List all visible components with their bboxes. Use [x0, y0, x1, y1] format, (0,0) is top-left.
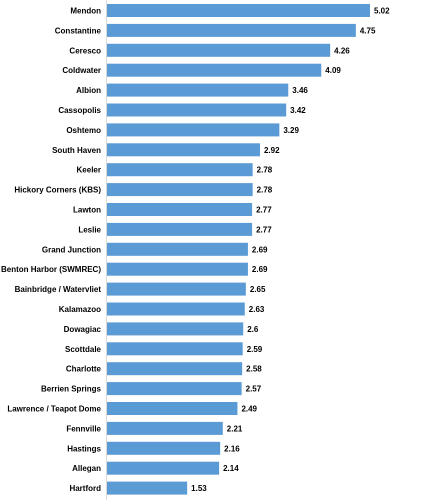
bar-0: [107, 4, 370, 17]
value-label-24: 1.53: [191, 484, 207, 493]
category-label-19: Berrien Springs: [41, 385, 102, 394]
value-label-18: 2.58: [246, 365, 262, 374]
category-label-8: Keeler: [77, 166, 101, 175]
value-label-22: 2.16: [224, 444, 240, 453]
value-label-5: 3.42: [290, 106, 306, 115]
bars-group: Mendon 5.02 Constantine 4.75 Ceresco 4.26 Cold…: [1, 4, 390, 495]
value-label-15: 2.63: [249, 305, 265, 314]
bar-10: [107, 203, 253, 216]
category-label-20: Lawrence / Teapot Dome: [7, 405, 101, 414]
bar-17: [107, 342, 243, 356]
value-label-19: 2.57: [246, 385, 262, 394]
value-label-7: 2.92: [264, 146, 280, 155]
bar-13: [107, 262, 248, 276]
category-label-12: Grand Junction: [42, 245, 101, 254]
value-label-10: 2.77: [256, 206, 272, 215]
bar-23: [107, 461, 220, 475]
value-label-9: 2.78: [257, 186, 273, 195]
bar-5: [107, 103, 287, 117]
category-label-4: Albion: [76, 86, 101, 95]
bar-21: [107, 421, 223, 435]
value-label-17: 2.59: [247, 345, 263, 354]
value-label-8: 2.78: [257, 166, 273, 175]
value-label-23: 2.14: [223, 464, 239, 473]
category-label-22: Hastings: [67, 444, 101, 453]
value-label-4: 3.46: [292, 86, 308, 95]
bar-11: [107, 222, 253, 236]
bar-15: [107, 302, 245, 316]
category-label-0: Mendon: [70, 7, 101, 16]
value-label-3: 4.09: [325, 66, 341, 75]
category-label-15: Kalamazoo: [59, 305, 101, 314]
category-label-2: Ceresco: [69, 46, 101, 55]
value-label-12: 2.69: [252, 245, 268, 254]
category-label-6: Oshtemo: [66, 126, 101, 135]
value-label-21: 2.21: [227, 424, 243, 433]
category-label-9: Hickory Corners (KBS): [14, 186, 101, 195]
value-label-2: 4.26: [334, 46, 350, 55]
category-label-17: Scottdale: [65, 345, 102, 354]
bar-4: [107, 83, 289, 97]
bar-2: [107, 43, 331, 57]
bar-6: [107, 123, 280, 137]
category-label-11: Leslie: [78, 225, 101, 234]
bar-7: [107, 143, 260, 157]
category-label-13: Benton Harbor (SWMREC): [1, 265, 101, 274]
value-label-13: 2.69: [252, 265, 268, 274]
bar-16: [107, 322, 244, 336]
value-label-16: 2.6: [247, 325, 259, 334]
bar-22: [107, 441, 221, 455]
value-label-14: 2.65: [250, 285, 266, 294]
bar-20: [107, 402, 238, 415]
category-label-5: Cassopolis: [58, 106, 101, 115]
category-label-10: Lawton: [73, 206, 101, 215]
value-label-0: 5.02: [374, 7, 390, 16]
bar-12: [107, 242, 248, 256]
category-label-24: Hartford: [69, 484, 101, 493]
bar-9: [107, 183, 253, 197]
category-label-18: Charlotte: [66, 365, 102, 374]
bar-18: [107, 362, 243, 376]
bar-24: [107, 481, 188, 495]
category-label-14: Bainbridge / Watervliet: [15, 285, 102, 294]
value-label-1: 4.75: [360, 26, 376, 35]
category-label-3: Coldwater: [62, 66, 101, 75]
category-label-23: Allegan: [72, 464, 101, 473]
bar-3: [107, 63, 322, 77]
category-label-1: Constantine: [55, 26, 102, 35]
bar-19: [107, 382, 242, 396]
category-label-21: Fennville: [66, 424, 101, 433]
category-label-16: Dowagiac: [64, 325, 102, 334]
bar-14: [107, 282, 246, 296]
value-label-6: 3.29: [283, 126, 299, 135]
value-label-20: 2.49: [241, 405, 257, 414]
bar-1: [107, 23, 356, 37]
value-label-11: 2.77: [256, 225, 272, 234]
bar-8: [107, 163, 253, 177]
category-label-7: South Haven: [52, 146, 101, 155]
